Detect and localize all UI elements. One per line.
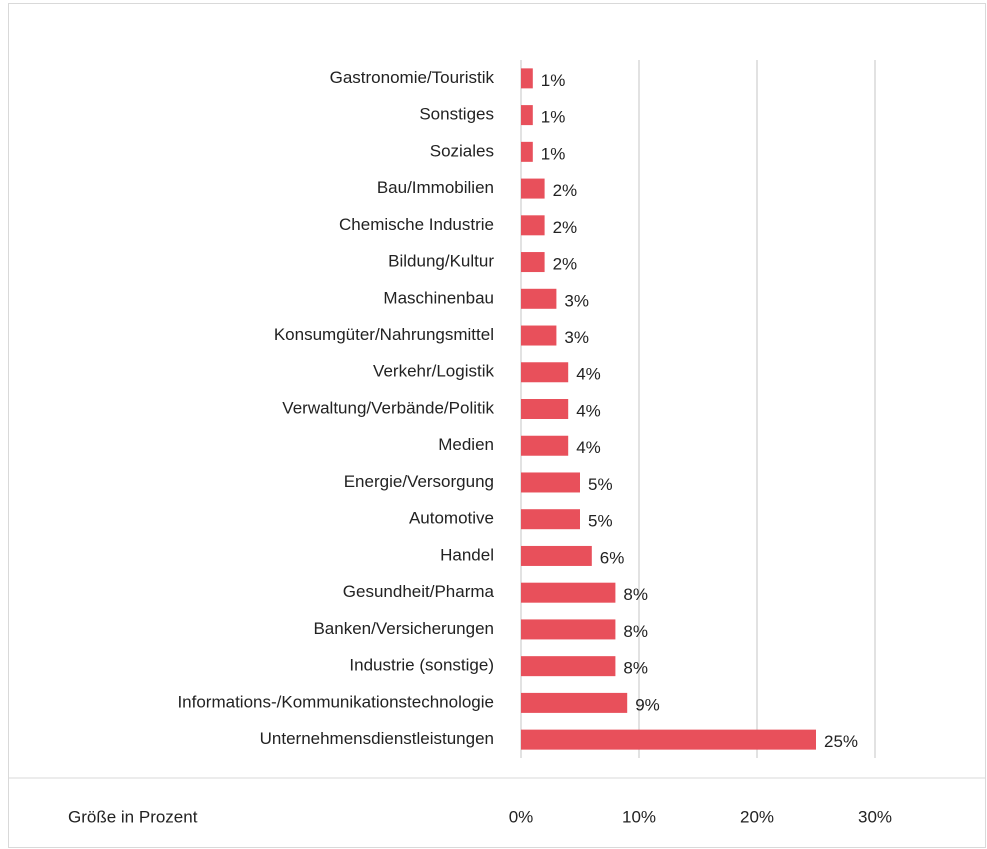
bar (521, 105, 533, 126)
bar (521, 582, 616, 603)
y-tick-label: Konsumgüter/Nahrungsmittel (274, 325, 494, 344)
value-label: 4% (576, 365, 601, 384)
value-label: 4% (576, 438, 601, 457)
value-label: 3% (564, 291, 589, 310)
bar (521, 68, 533, 89)
value-label: 8% (623, 622, 648, 641)
value-label: 2% (553, 255, 578, 274)
y-tick-label: Informations-/Kommunikationstechnologie (177, 692, 494, 711)
value-label: 5% (588, 512, 613, 531)
value-label: 8% (623, 659, 648, 678)
x-tick-label: 0% (509, 807, 534, 826)
bar (521, 215, 545, 236)
value-label: 6% (600, 548, 625, 567)
bar (521, 619, 616, 640)
y-tick-label: Bildung/Kultur (388, 252, 494, 271)
bar (521, 141, 533, 162)
value-label: 4% (576, 401, 601, 420)
y-tick-label: Soziales (430, 141, 494, 160)
y-tick-label: Verkehr/Logistik (373, 362, 494, 381)
value-label: 1% (541, 144, 566, 163)
y-tick-label: Industrie (sonstige) (349, 656, 494, 675)
bar (521, 362, 569, 383)
x-axis-label: Größe in Prozent (68, 807, 198, 826)
bar (521, 656, 616, 677)
y-tick-label: Gastronomie/Touristik (330, 68, 495, 87)
y-tick-label: Verwaltung/Verbände/Politik (282, 398, 494, 417)
x-tick-label: 10% (622, 807, 656, 826)
bar (521, 252, 545, 273)
bar (521, 729, 816, 750)
y-tick-label: Energie/Versorgung (344, 472, 494, 491)
bar (521, 435, 569, 456)
bar (521, 178, 545, 199)
value-label: 5% (588, 475, 613, 494)
y-tick-label: Chemische Industrie (339, 215, 494, 234)
y-tick-label: Medien (438, 435, 494, 454)
bar (521, 692, 628, 713)
value-label: 1% (541, 108, 566, 127)
bar (521, 545, 592, 566)
value-label: 2% (553, 218, 578, 237)
bar (521, 288, 557, 309)
value-label: 1% (541, 71, 566, 90)
value-label: 9% (635, 695, 660, 714)
y-tick-label: Gesundheit/Pharma (343, 582, 495, 601)
value-label: 25% (824, 732, 858, 751)
y-tick-label: Sonstiges (419, 105, 494, 124)
bar (521, 399, 569, 419)
chart-frame (8, 3, 986, 848)
y-tick-label: Bau/Immobilien (377, 178, 494, 197)
y-tick-label: Handel (440, 545, 494, 564)
y-tick-label: Unternehmensdienstleistungen (260, 729, 494, 748)
bar (521, 509, 580, 530)
y-tick-label: Banken/Versicherungen (313, 619, 494, 638)
x-tick-label: 30% (858, 807, 892, 826)
value-label: 3% (564, 328, 589, 347)
y-tick-label: Automotive (409, 509, 494, 528)
x-tick-label: 20% (740, 807, 774, 826)
value-label: 2% (553, 181, 578, 200)
value-label: 8% (623, 585, 648, 604)
y-tick-label: Maschinenbau (383, 288, 494, 307)
bar (521, 472, 580, 493)
bar (521, 325, 557, 346)
